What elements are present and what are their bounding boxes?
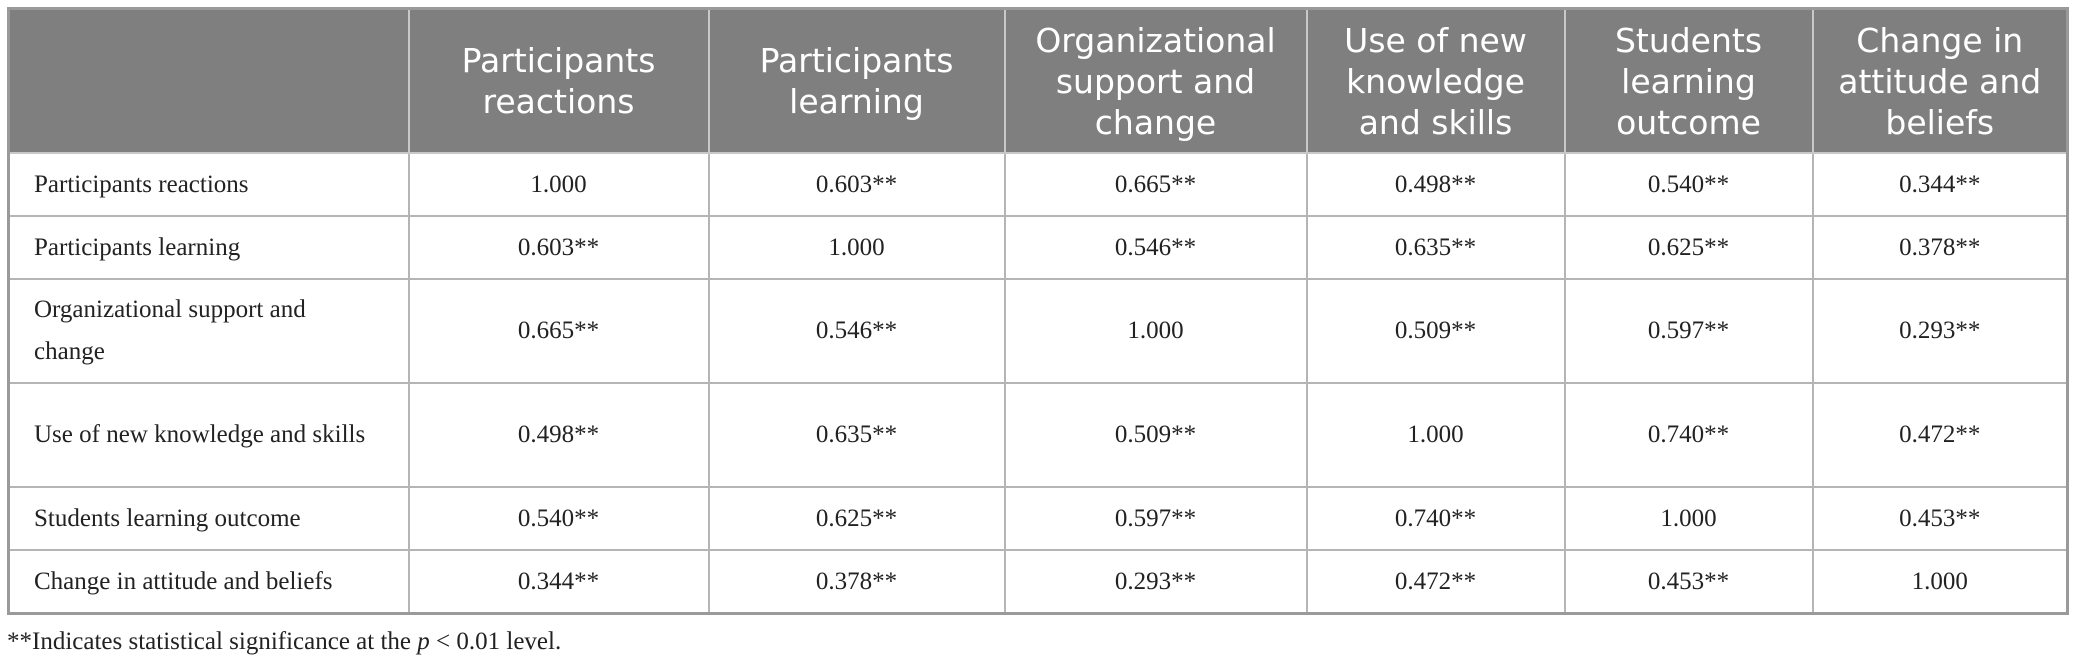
cell: 0.498** <box>407 382 710 488</box>
row-label: Organizational support and change <box>7 278 410 384</box>
cell: 0.635** <box>1305 215 1566 280</box>
cell: 1.000 <box>1003 278 1308 384</box>
header-cell: Students learning outcome <box>1563 7 1814 154</box>
table-row: Use of new knowledge and skills 0.498** 0.… <box>7 382 2069 488</box>
footnote: **Indicates statistical significance at … <box>7 628 561 656</box>
cell: 0.740** <box>1305 486 1566 551</box>
header-cell: Use of new knowledge and skills <box>1305 7 1566 154</box>
cell: 0.378** <box>1811 215 2069 280</box>
table-row: Organizational support and change 0.665**… <box>7 278 2069 384</box>
cell: 0.740** <box>1563 382 1814 488</box>
cell: 0.378** <box>707 549 1006 615</box>
cell: 0.453** <box>1811 486 2069 551</box>
footnote-italic: p <box>417 628 430 655</box>
header-row: Participants reactions Participants learn… <box>7 7 2069 154</box>
cell: 1.000 <box>707 215 1006 280</box>
cell: 0.540** <box>407 486 710 551</box>
row-label: Participants reactions <box>7 152 410 217</box>
cell: 0.603** <box>407 215 710 280</box>
cell: 0.540** <box>1563 152 1814 217</box>
header-cell: Participants learning <box>707 7 1006 154</box>
header-cell: Change in attitude and beliefs <box>1811 7 2069 154</box>
correlation-table: Participants reactions Participants learn… <box>7 7 2069 615</box>
table-row: Participants learning 0.603** 1.000 0.546**… <box>7 215 2069 280</box>
cell: 0.344** <box>407 549 710 615</box>
cell: 0.597** <box>1003 486 1308 551</box>
footnote-text: **Indicates statistical significance at … <box>7 628 418 655</box>
table-body: Participants reactions 1.000 0.603** 0.665*… <box>7 152 2069 615</box>
cell: 0.597** <box>1563 278 1814 384</box>
table-row: Change in attitude and beliefs 0.344** 0.3… <box>7 549 2069 615</box>
cell: 1.000 <box>1811 549 2069 615</box>
cell: 1.000 <box>1563 486 1814 551</box>
cell: 0.344** <box>1811 152 2069 217</box>
cell: 0.293** <box>1003 549 1308 615</box>
cell: 0.472** <box>1305 549 1566 615</box>
footnote-text: < 0.01 level. <box>429 628 562 655</box>
cell: 0.635** <box>707 382 1006 488</box>
table-row: Participants reactions 1.000 0.603** 0.665*… <box>7 152 2069 217</box>
cell: 1.000 <box>407 152 710 217</box>
cell: 0.625** <box>707 486 1006 551</box>
header-cell: Participants reactions <box>407 7 710 154</box>
cell: 0.546** <box>1003 215 1308 280</box>
cell: 0.472** <box>1811 382 2069 488</box>
table-row: Students learning outcome 0.540** 0.625** 0… <box>7 486 2069 551</box>
cell: 0.665** <box>407 278 710 384</box>
row-label: Participants learning <box>7 215 410 280</box>
cell: 0.509** <box>1305 278 1566 384</box>
cell: 0.509** <box>1003 382 1308 488</box>
row-label: Students learning outcome <box>7 486 410 551</box>
cell: 0.293** <box>1811 278 2069 384</box>
cell: 0.625** <box>1563 215 1814 280</box>
header-cell <box>7 7 410 154</box>
cell: 0.498** <box>1305 152 1566 217</box>
cell: 0.453** <box>1563 549 1814 615</box>
cell: 0.665** <box>1003 152 1308 217</box>
cell: 0.546** <box>707 278 1006 384</box>
cell: 0.603** <box>707 152 1006 217</box>
row-label: Change in attitude and beliefs <box>7 549 410 615</box>
cell: 1.000 <box>1305 382 1566 488</box>
row-label: Use of new knowledge and skills <box>7 382 410 488</box>
header-cell: Organizational support and change <box>1003 7 1308 154</box>
